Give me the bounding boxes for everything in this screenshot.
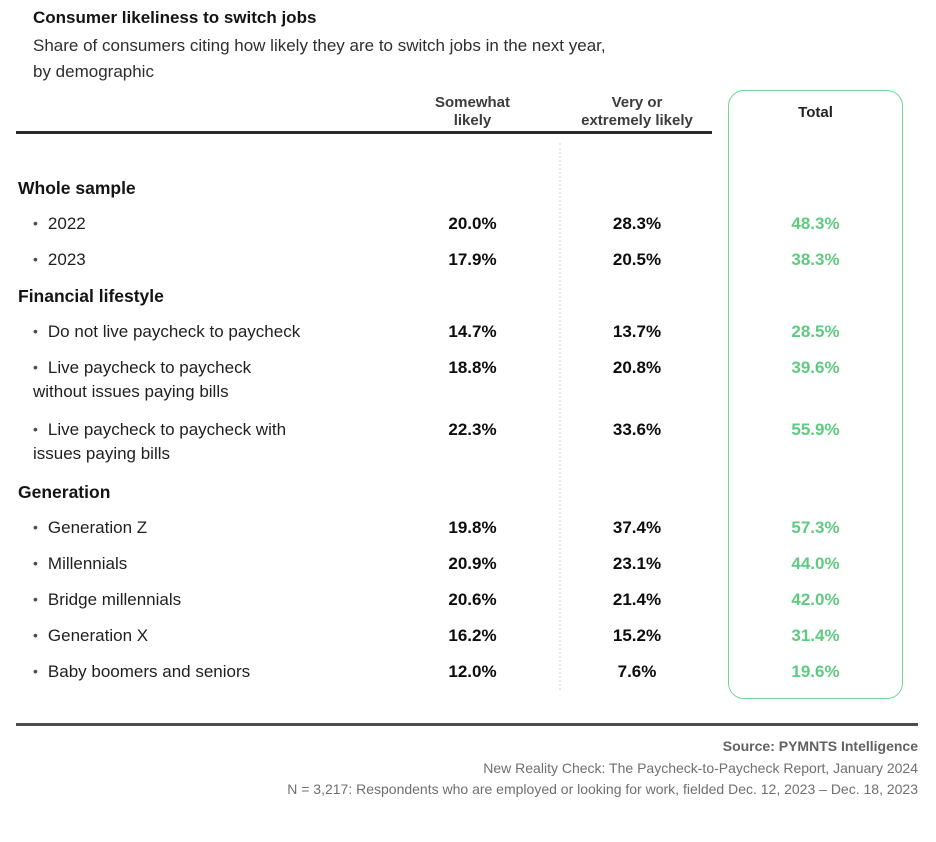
value-very-extremely-likely: 20.5% [612, 250, 662, 269]
value-somewhat-likely: 20.9% [448, 554, 497, 573]
value-total: 44.0% [791, 554, 840, 573]
table-row-millennials: • Millennials 20.9% 23.1% 44.0% [18, 546, 903, 582]
value-somewhat-likely: 19.8% [448, 518, 497, 537]
value-total: 48.3% [791, 214, 840, 233]
value-very-extremely-likely: 28.3% [612, 214, 662, 233]
row-label: • Live paycheck to paycheck without issue… [33, 358, 252, 401]
value-total: 57.3% [791, 518, 840, 537]
bullet-icon: • [33, 663, 38, 679]
row-label: • 2022 [33, 214, 86, 233]
value-somewhat-likely: 18.8% [448, 358, 497, 377]
value-very-extremely-likely: 13.7% [612, 322, 662, 341]
table-row-generation-x: • Generation X 16.2% 15.2% 31.4% [18, 618, 903, 654]
value-somewhat-likely: 14.7% [448, 322, 497, 341]
value-total: 42.0% [791, 590, 840, 609]
value-very-extremely-likely: 37.4% [612, 518, 662, 537]
section-heading-generation: Generation [18, 481, 111, 502]
row-label: • Live paycheck to paycheck with issues p… [33, 420, 287, 463]
column-header-very-extremely-likely: Very or extremely likely [581, 94, 693, 129]
data-table: Whole sample • 2022 20.0% 28.3% 48.3% • 20… [18, 170, 903, 690]
bullet-icon: • [33, 421, 38, 437]
source-attribution: Source: PYMNTS Intelligence [722, 738, 918, 754]
value-somewhat-likely: 16.2% [448, 626, 497, 645]
table-row-paycheck-with-issues: • Live paycheck to paycheck with issues p… [18, 412, 903, 474]
value-total: 39.6% [791, 358, 840, 377]
bullet-icon: • [33, 359, 38, 375]
value-total: 55.9% [791, 420, 840, 439]
bullet-icon: • [33, 215, 38, 231]
row-label: • Baby boomers and seniors [33, 662, 251, 681]
value-very-extremely-likely: 23.1% [612, 554, 662, 573]
value-very-extremely-likely: 20.8% [612, 358, 662, 377]
section-heading-financial-lifestyle: Financial lifestyle [18, 285, 164, 306]
value-somewhat-likely: 22.3% [448, 420, 497, 439]
value-total: 38.3% [791, 250, 840, 269]
total-column-highlight-box: Total [728, 90, 903, 699]
value-somewhat-likely: 20.0% [448, 214, 497, 233]
column-header-somewhat-likely: Somewhat likely [434, 94, 510, 129]
value-very-extremely-likely: 7.6% [617, 662, 657, 681]
value-very-extremely-likely: 33.6% [612, 420, 662, 439]
table-row-generation-z: • Generation Z 19.8% 37.4% 57.3% [18, 510, 903, 546]
bullet-icon: • [33, 251, 38, 267]
bullet-icon: • [33, 555, 38, 571]
report-title: New Reality Check: The Paycheck-to-Paych… [483, 760, 918, 776]
value-total: 28.5% [791, 322, 840, 341]
header-rule [16, 131, 712, 134]
bullet-icon: • [33, 627, 38, 643]
value-very-extremely-likely: 15.2% [612, 626, 662, 645]
value-very-extremely-likely: 21.4% [612, 590, 662, 609]
value-total: 19.6% [791, 662, 840, 681]
table-row-bridge-millennials: • Bridge millennials 20.6% 21.4% 42.0% [18, 582, 903, 618]
value-somewhat-likely: 17.9% [448, 250, 497, 269]
page-title: Consumer likeliness to switch jobs [33, 8, 317, 27]
row-label: • Do not live paycheck to paycheck [33, 322, 301, 341]
dotted-column-divider [559, 143, 561, 690]
table-row-baby-boomers: • Baby boomers and seniors 12.0% 7.6% 19.… [18, 654, 903, 690]
bullet-icon: • [33, 591, 38, 607]
table-row-not-paycheck: • Do not live paycheck to paycheck 14.7% … [18, 314, 903, 350]
table-row-paycheck-without-issues: • Live paycheck to paycheck without issue… [18, 350, 903, 412]
bullet-icon: • [33, 323, 38, 339]
table-row-2023: • 2023 17.9% 20.5% 38.3% [18, 242, 903, 278]
row-label: • 2023 [33, 250, 86, 269]
row-label: • Bridge millennials [33, 590, 182, 609]
value-somewhat-likely: 12.0% [448, 662, 497, 681]
table-row-2022: • 2022 20.0% 28.3% 48.3% [18, 206, 903, 242]
value-total: 31.4% [791, 626, 840, 645]
row-label: • Generation X [33, 626, 149, 645]
value-somewhat-likely: 20.6% [448, 590, 497, 609]
footer-rule [16, 723, 918, 726]
column-header-total: Total [798, 104, 833, 121]
section-heading-whole-sample: Whole sample [18, 177, 136, 198]
page-subtitle: Share of consumers citing how likely the… [33, 36, 606, 81]
row-label: • Millennials [33, 554, 128, 573]
sample-note: N = 3,217: Respondents who are employed … [287, 781, 918, 797]
row-label: • Generation Z [33, 518, 148, 537]
bullet-icon: • [33, 519, 38, 535]
